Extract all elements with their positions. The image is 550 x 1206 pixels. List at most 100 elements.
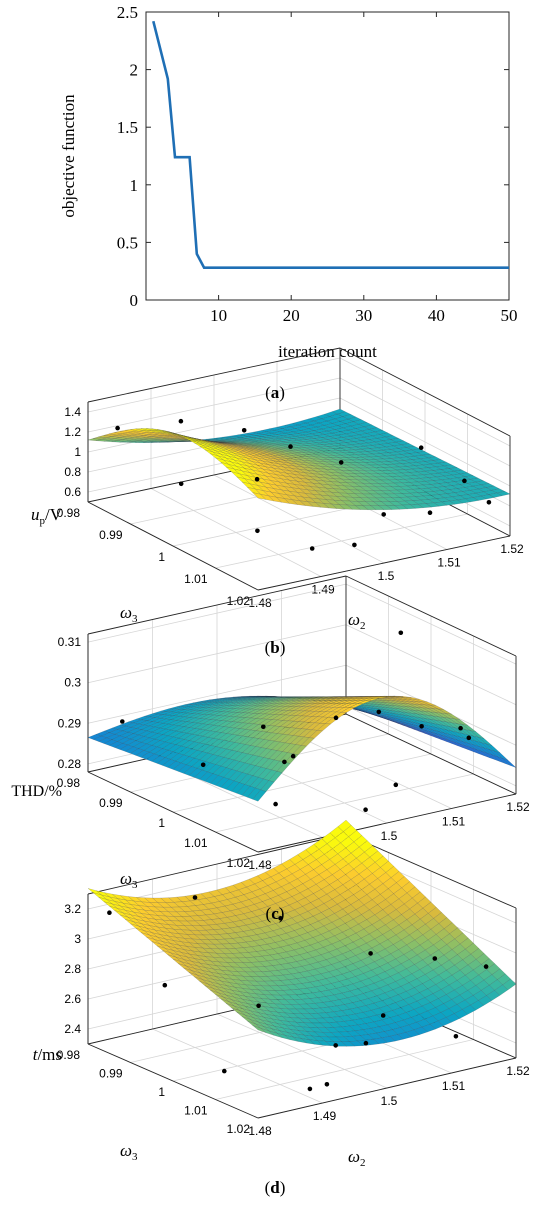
- surface-patch: [323, 503, 338, 509]
- surface-patch: [333, 1010, 348, 1017]
- y-tick-label: 1: [158, 550, 165, 564]
- surface-patch: [335, 445, 349, 449]
- x-axis-label: ω2: [348, 1147, 366, 1169]
- box-edge: [345, 713, 517, 795]
- surface-patch: [446, 713, 460, 720]
- x-axis-label: ω2: [348, 610, 366, 632]
- surface-patch: [432, 708, 447, 714]
- surface-patch: [235, 894, 250, 903]
- surface-patch: [256, 448, 271, 452]
- surface-patch: [294, 474, 308, 480]
- surface-patch: [283, 937, 298, 946]
- surface-patch: [475, 740, 490, 750]
- surface-patch: [285, 984, 300, 991]
- data-point: [309, 546, 315, 551]
- surface-patch: [275, 496, 291, 504]
- y-axis-label: ω3: [120, 869, 138, 891]
- surface-patch: [156, 441, 170, 443]
- data-point: [398, 630, 404, 636]
- box-edge: [345, 575, 517, 657]
- surface-patch: [181, 900, 196, 907]
- surface-patch: [486, 743, 501, 753]
- surface-patch: [320, 930, 335, 940]
- surface-patch: [274, 1003, 289, 1010]
- surface-patch: [373, 1037, 388, 1045]
- surface-patch: [319, 439, 333, 443]
- surface-patch: [245, 441, 260, 443]
- y-tick-label-a: 1.5: [117, 118, 138, 137]
- z-axis-label: THD/%: [11, 783, 62, 800]
- surface-patch: [250, 738, 265, 747]
- surface-patch: [236, 784, 251, 796]
- y-tick-label-a: 2.5: [117, 3, 138, 22]
- surface-patch: [252, 985, 268, 991]
- surface-patch: [217, 441, 231, 444]
- surface-patch: [288, 700, 302, 704]
- data-point: [273, 801, 278, 807]
- surface-patch: [276, 742, 291, 752]
- surface-patch: [300, 1013, 316, 1019]
- x-tick-label: 1.51: [442, 815, 466, 829]
- surface-patch: [259, 885, 274, 894]
- surface-patch: [255, 778, 270, 791]
- surface-patch: [334, 416, 349, 422]
- surface-patch: [207, 939, 223, 945]
- surface-patch: [349, 1007, 364, 1015]
- surface-patch: [271, 1007, 286, 1014]
- x-tick-label-a: 30: [355, 306, 372, 325]
- surface-patch: [371, 705, 386, 710]
- surface-patch: [203, 704, 217, 708]
- surface-patch: [148, 746, 164, 755]
- x-tick-label: 1.51: [437, 556, 461, 570]
- surface-patch: [392, 963, 407, 974]
- surface-patch: [393, 707, 407, 713]
- z-tick-label: 0.3: [64, 676, 81, 690]
- y-axis-label: ω3: [120, 603, 138, 625]
- surface-patch: [344, 983, 359, 992]
- x-tick-label-a: 20: [283, 306, 300, 325]
- surface-patch: [194, 976, 208, 985]
- surface-patch: [478, 736, 492, 746]
- data-point: [338, 460, 344, 465]
- surface-patch: [296, 940, 311, 948]
- caption-b: (b): [264, 638, 286, 657]
- grid-line: [87, 664, 347, 724]
- grid-line: [87, 624, 347, 684]
- surface-patch: [427, 466, 442, 471]
- surface-patch: [286, 887, 301, 897]
- box-edge: [87, 771, 259, 853]
- surface-patch: [449, 734, 463, 742]
- surface-patch: [220, 758, 235, 768]
- surface-patch: [220, 453, 234, 461]
- data-point: [107, 910, 112, 915]
- surface-patch: [338, 1015, 353, 1022]
- surface-patch: [204, 449, 219, 457]
- surface-patch: [237, 924, 252, 932]
- surface-patch: [387, 712, 402, 718]
- surface-patch: [291, 468, 305, 473]
- y-tick-label: 1: [158, 1085, 165, 1099]
- surface-patch: [263, 432, 278, 436]
- box-edge: [345, 833, 517, 909]
- surface-patch: [251, 705, 265, 710]
- surface-patch: [393, 717, 407, 724]
- surface-patch: [286, 494, 301, 502]
- surface-patch: [275, 899, 290, 909]
- surface-patch: [258, 431, 272, 435]
- y-tick-label: 0.99: [99, 528, 123, 542]
- surface-patch: [293, 947, 308, 956]
- surface-patch: [288, 942, 303, 951]
- surface-patch: [252, 789, 267, 802]
- surface-patch: [362, 1028, 377, 1035]
- surface-patch: [323, 411, 338, 417]
- surface-patch: [298, 987, 313, 995]
- surface-patch: [317, 498, 332, 505]
- surface-patch: [464, 497, 480, 503]
- surface-patch: [389, 1015, 404, 1023]
- data-point: [432, 956, 438, 961]
- surface-patch: [250, 945, 266, 952]
- surface-patch: [103, 739, 118, 746]
- surface-patch: [106, 899, 121, 907]
- caption-c: (c): [265, 904, 285, 923]
